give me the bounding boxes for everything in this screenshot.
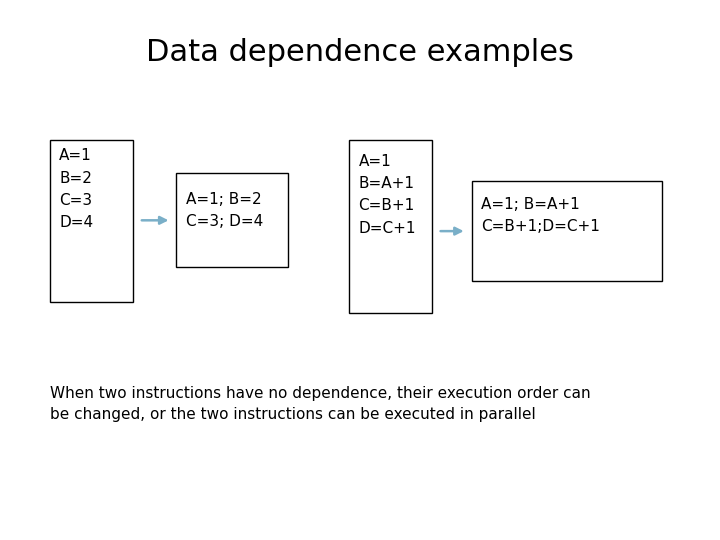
FancyBboxPatch shape (472, 181, 662, 281)
Text: A=1; B=A+1
C=B+1;D=C+1: A=1; B=A+1 C=B+1;D=C+1 (481, 197, 600, 234)
FancyBboxPatch shape (176, 173, 288, 267)
Text: A=1; B=2
C=3; D=4: A=1; B=2 C=3; D=4 (186, 192, 263, 229)
Text: A=1
B=A+1
C=B+1
D=C+1: A=1 B=A+1 C=B+1 D=C+1 (359, 154, 416, 235)
Text: A=1
B=2
C=3
D=4: A=1 B=2 C=3 D=4 (59, 148, 93, 230)
FancyBboxPatch shape (50, 140, 133, 302)
Text: When two instructions have no dependence, their execution order can
be changed, : When two instructions have no dependence… (50, 386, 591, 422)
Text: Data dependence examples: Data dependence examples (146, 38, 574, 67)
FancyBboxPatch shape (349, 140, 432, 313)
